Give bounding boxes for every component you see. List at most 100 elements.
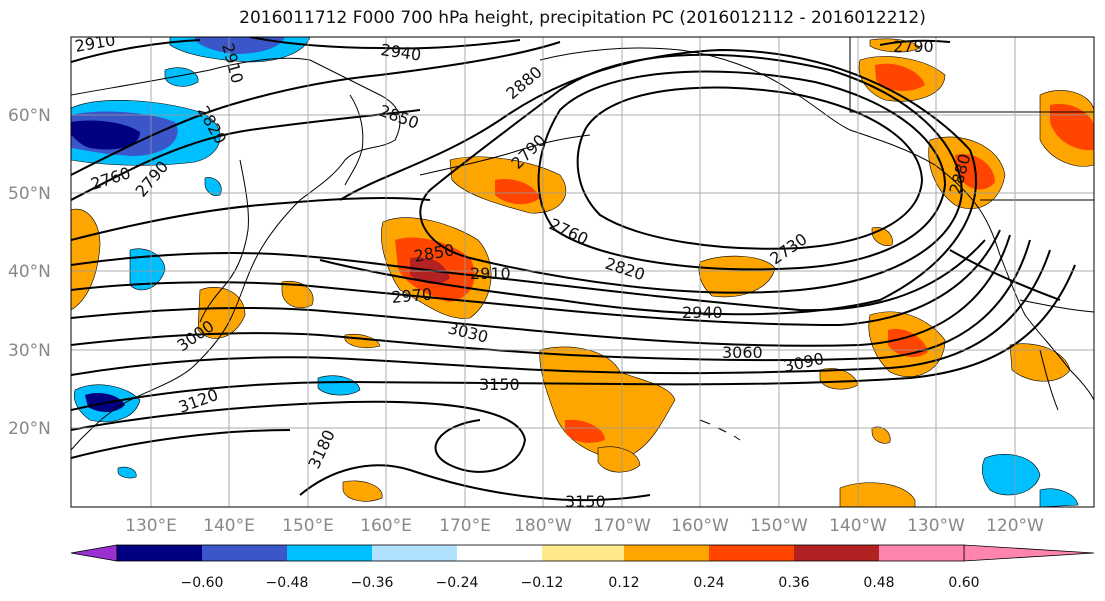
contour-label: 2790 (893, 37, 934, 56)
lat-label: 60°N (8, 106, 51, 126)
lat-label: 20°N (8, 419, 51, 439)
lon-label: 180°W (514, 516, 572, 536)
contour-line (71, 400, 527, 473)
colorbar-max-arrow (963, 544, 1095, 562)
colorbar: −0.60 −0.48 −0.36 −0.24 −0.12 0.12 0.24 … (70, 544, 1095, 591)
contour-label: 2940 (682, 303, 723, 322)
contour-label: 2910 (470, 264, 511, 283)
hawaii-islands (699, 419, 741, 441)
colorbar-segment (794, 545, 879, 561)
contour-line (299, 464, 651, 502)
colorbar-tick-label: −0.12 (521, 575, 564, 591)
colorbar-segment (542, 545, 624, 561)
contour-label: 3150 (479, 375, 520, 394)
precip-area (164, 67, 199, 87)
contour-line (71, 264, 1076, 411)
coastline-kamchatka (344, 94, 364, 186)
contour-line (71, 239, 1031, 362)
precip-area (597, 446, 641, 473)
contour-line (71, 196, 431, 241)
colorbar-outline (116, 544, 965, 562)
contour-label: 2970 (391, 285, 433, 307)
coastline-aleutians (419, 134, 591, 176)
lon-label: 170°W (593, 516, 651, 536)
contour-line (71, 234, 1011, 347)
colorbar-tick-label: 0.36 (778, 575, 809, 591)
precip-area (317, 375, 361, 396)
colorbar-segment (287, 545, 372, 561)
border-us-mexico (1019, 299, 1094, 313)
lon-label: 130°W (907, 516, 965, 536)
contour-line (71, 239, 986, 312)
precip-area (195, 37, 285, 54)
precip-area (875, 63, 925, 92)
contour-line (319, 48, 977, 316)
colorbar-segment (457, 545, 542, 561)
precip-positive-areas (71, 38, 1094, 507)
precip-area (495, 179, 540, 205)
contour-line (71, 229, 1001, 327)
map-panel: 2910 2910 2940 2880 2820 2850 2790 2760 … (70, 36, 1095, 511)
coastline-asia (71, 57, 401, 451)
colorbar-tick-label: −0.24 (436, 575, 479, 591)
colorbar-tick-label: −0.48 (266, 575, 309, 591)
contour-line (949, 249, 1061, 301)
contour-line (419, 53, 964, 294)
lon-label: 160°E (360, 516, 412, 536)
lon-labels: 130°E 140°E 150°E 160°E 170°E 180°W 170°… (125, 516, 1044, 536)
precip-area (204, 177, 222, 196)
contour-line (71, 249, 1051, 376)
lat-label: 40°N (8, 262, 51, 282)
lat-label: 30°N (8, 341, 51, 361)
precip-area (197, 286, 246, 339)
colorbar-segment (117, 545, 202, 561)
contour-line (71, 429, 291, 459)
lon-label: 150°W (750, 516, 808, 536)
contour-line (249, 37, 521, 50)
map-frame (70, 36, 1095, 508)
precip-area (342, 480, 383, 502)
colorbar-segment (879, 545, 964, 561)
colorbar-tick-label: 0.48 (863, 575, 894, 591)
contour-line (879, 39, 951, 46)
colorbar-tick-label: 0.60 (948, 575, 979, 591)
precip-area (565, 419, 605, 443)
lon-label: 160°W (671, 516, 729, 536)
lon-label: 150°E (282, 516, 334, 536)
lon-label: 170°E (439, 516, 491, 536)
colorbar-segment (202, 545, 287, 561)
coastline-na-west (979, 209, 1094, 401)
contour-line (71, 39, 201, 63)
contour-line (537, 70, 947, 271)
contour-label: 3150 (565, 492, 606, 511)
colorbar-min-arrow (70, 544, 118, 562)
precip-area (129, 248, 166, 291)
colorbar-tick-label: −0.60 (181, 575, 224, 591)
contour-label: 3060 (722, 343, 763, 362)
precip-area (281, 280, 314, 309)
colorbar-tick-label: −0.36 (351, 575, 394, 591)
lon-label: 140°E (203, 516, 255, 536)
colorbar-segment (372, 545, 457, 561)
colorbar-tick-label: 0.24 (693, 575, 724, 591)
coastline-baja (1039, 349, 1059, 411)
precip-area (698, 255, 776, 298)
coastline-japan (199, 159, 249, 323)
colorbar-tick-label: 0.12 (608, 575, 639, 591)
lon-label: 130°E (125, 516, 177, 536)
contour-line (576, 86, 924, 250)
precip-area (839, 482, 916, 507)
precip-area (71, 120, 140, 150)
coastline-alaska (539, 47, 981, 211)
page-title: 2016011712 F000 700 hPa height, precipit… (239, 8, 926, 28)
graticule (71, 37, 1094, 507)
height-contours (71, 37, 1076, 502)
lat-labels: 60°N 50°N 40°N 30°N 20°N (8, 106, 51, 439)
contour-line (71, 41, 561, 176)
colorbar-segment (624, 545, 709, 561)
colorbar-segment (709, 545, 794, 561)
precip-area (981, 454, 1041, 496)
lon-label: 140°W (829, 516, 887, 536)
precip-area (117, 466, 137, 479)
lon-label: 120°W (986, 516, 1044, 536)
